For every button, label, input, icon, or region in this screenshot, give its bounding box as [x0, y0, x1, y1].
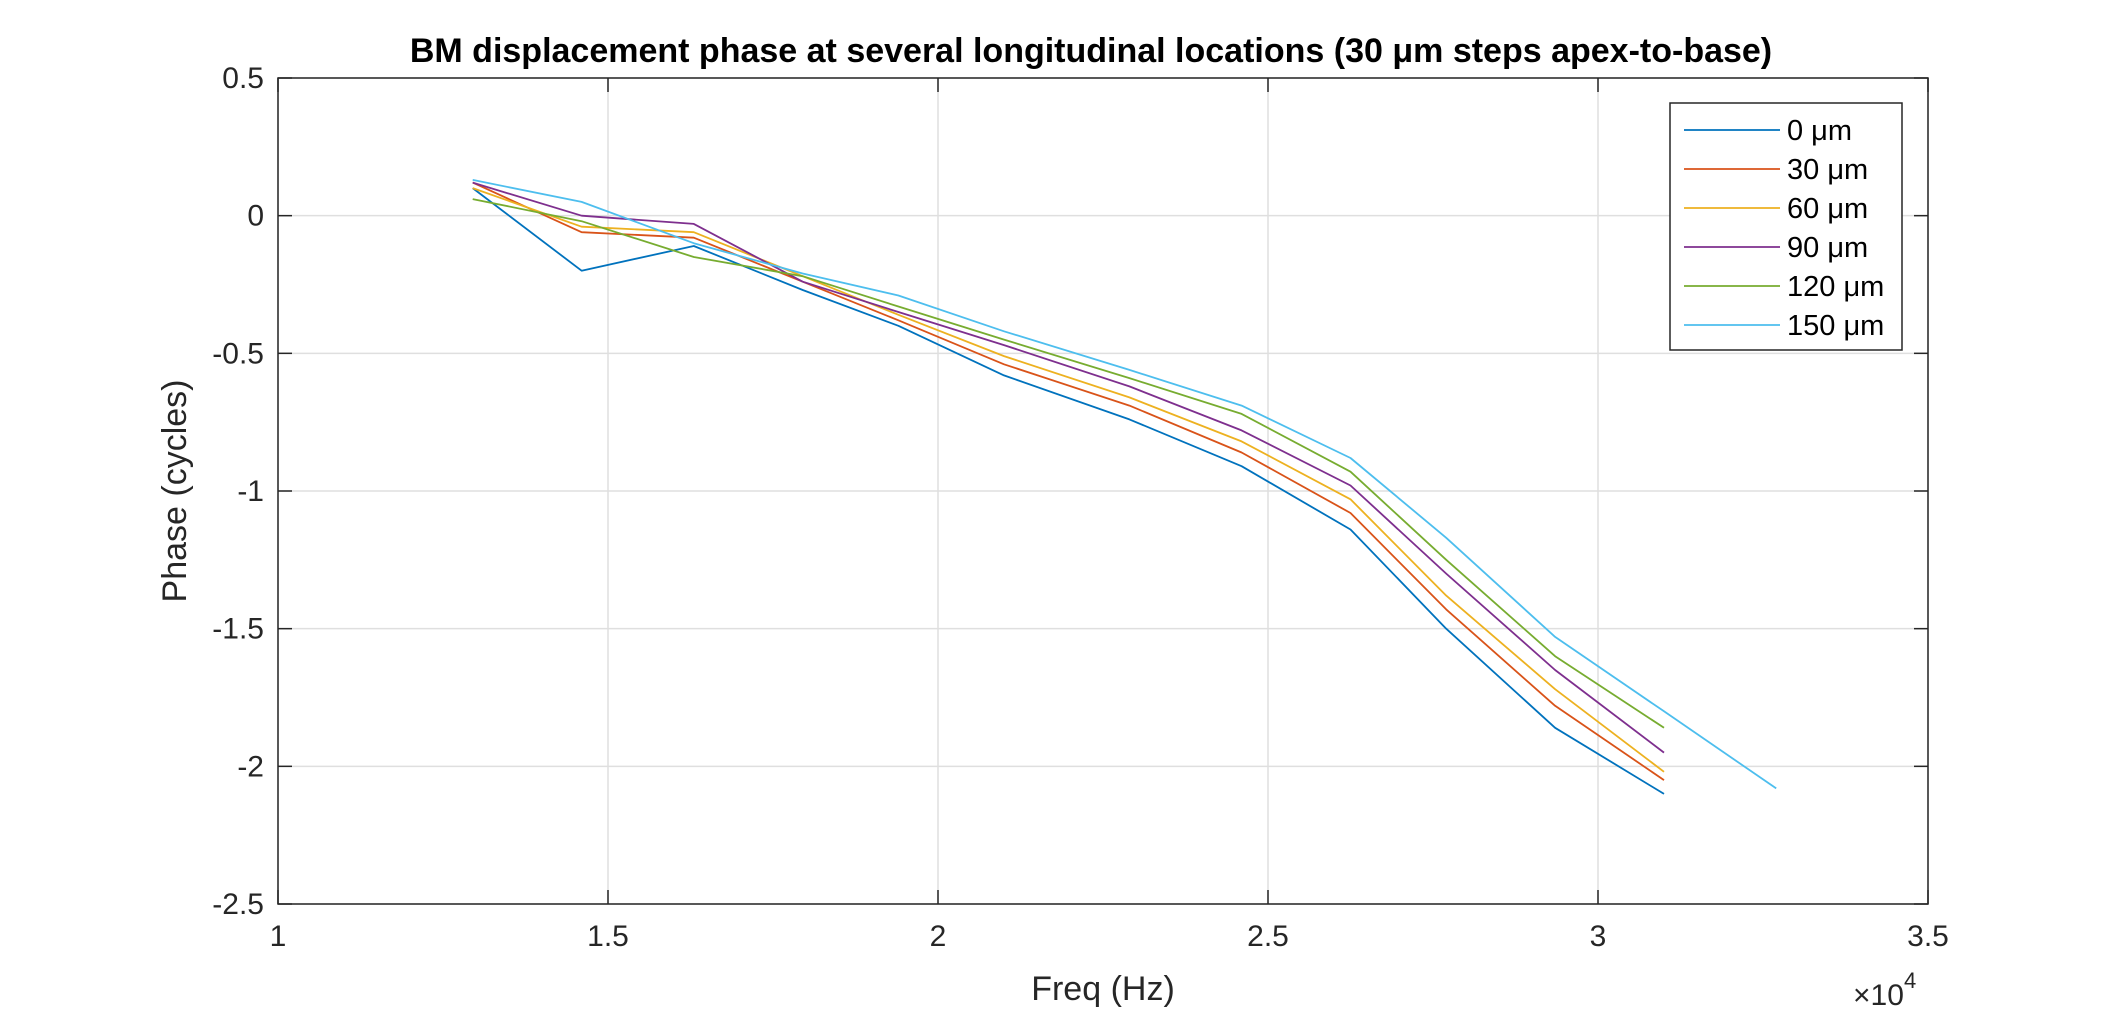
series-line [472, 181, 1665, 754]
series-lines [472, 179, 1777, 795]
x-tick-label: 2.5 [1247, 920, 1289, 953]
y-tick-label: -2 [237, 750, 264, 783]
chart-title: BM displacement phase at several longitu… [410, 32, 1772, 70]
x-tick-label: 1.5 [587, 920, 629, 953]
x-axis-label: Freq (Hz) [1031, 970, 1175, 1008]
series-line [472, 187, 1665, 773]
x-axis-exponent-base: ×10 [1853, 979, 1904, 1011]
y-axis-label: Phase (cycles) [156, 380, 194, 603]
legend-label: 0 μm [1787, 115, 1852, 147]
legend-box [1669, 102, 1903, 351]
ticks: 1 1.5 2 2.5 3 3.5 0.5 0 -0.5 -1 -1.5 -2 -2.5 [212, 62, 1949, 953]
series-line [472, 198, 1665, 729]
y-tick-label: -1 [237, 475, 264, 508]
x-tick-label: 2 [930, 920, 947, 953]
x-axis-exponent: ×10 4 [1853, 968, 1916, 1011]
x-tick-label: 3 [1590, 920, 1607, 953]
series-line [472, 179, 1777, 790]
x-tick-label: 3.5 [1907, 920, 1949, 953]
x-tick-label: 1 [270, 920, 287, 953]
y-tick-label: 0.5 [222, 62, 264, 95]
legend-label: 120 μm [1787, 271, 1884, 303]
y-tick-label: -0.5 [212, 337, 264, 370]
x-axis-exponent-power: 4 [1904, 968, 1916, 993]
legend-label: 150 μm [1787, 310, 1884, 342]
y-tick-label: -2.5 [212, 888, 264, 921]
y-tick-label: -1.5 [212, 613, 264, 646]
legend-label: 60 μm [1787, 193, 1868, 225]
y-tick-label: 0 [247, 200, 264, 233]
legend-label: 90 μm [1787, 232, 1868, 264]
legend-label: 30 μm [1787, 154, 1868, 186]
legend: 0 μm 30 μm 60 μm 90 μm 120 μm 150 μm [1669, 102, 1903, 351]
